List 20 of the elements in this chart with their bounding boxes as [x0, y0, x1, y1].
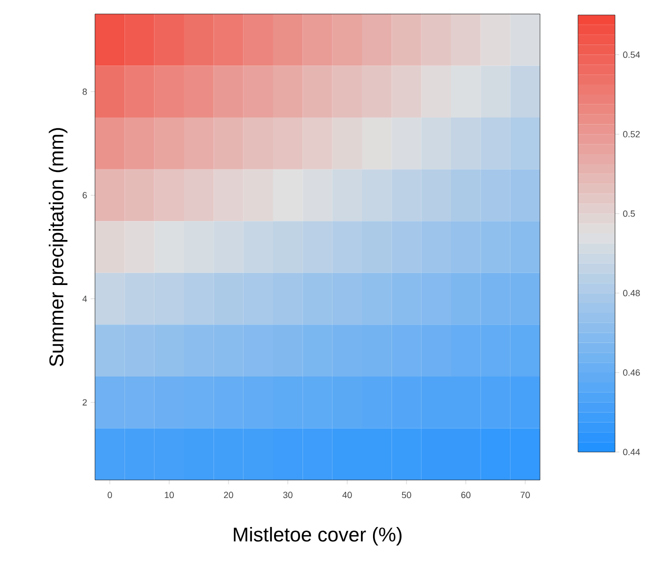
color-bar-label: 0.44	[623, 448, 640, 456]
x-tick-label: 20	[224, 492, 234, 498]
color-bar-label: 0.54	[623, 52, 640, 58]
y-axis-title: Summer precipitation (mm)	[48, 128, 68, 366]
x-tick-label: 0	[108, 492, 112, 498]
x-tick-label: 40	[342, 492, 352, 498]
color-bar-label: 0.48	[623, 290, 640, 296]
x-tick-label: 70	[520, 492, 530, 498]
x-axis-title: Mistletoe cover (%)	[234, 526, 402, 546]
y-tick-label: 8	[82, 88, 87, 95]
x-tick-label: 60	[461, 492, 470, 498]
y-tick-label: 2	[82, 399, 87, 406]
x-tick-label: 30	[283, 492, 292, 498]
x-tick-label: 50	[402, 492, 412, 498]
color-bar-label: 0.46	[623, 369, 640, 376]
color-bar-label: 0.5	[623, 210, 635, 217]
x-tick-label: 10	[164, 492, 174, 498]
color-bar-label: 0.52	[623, 130, 640, 138]
y-tick-label: 6	[82, 192, 87, 198]
y-tick-label: 4	[82, 296, 87, 302]
